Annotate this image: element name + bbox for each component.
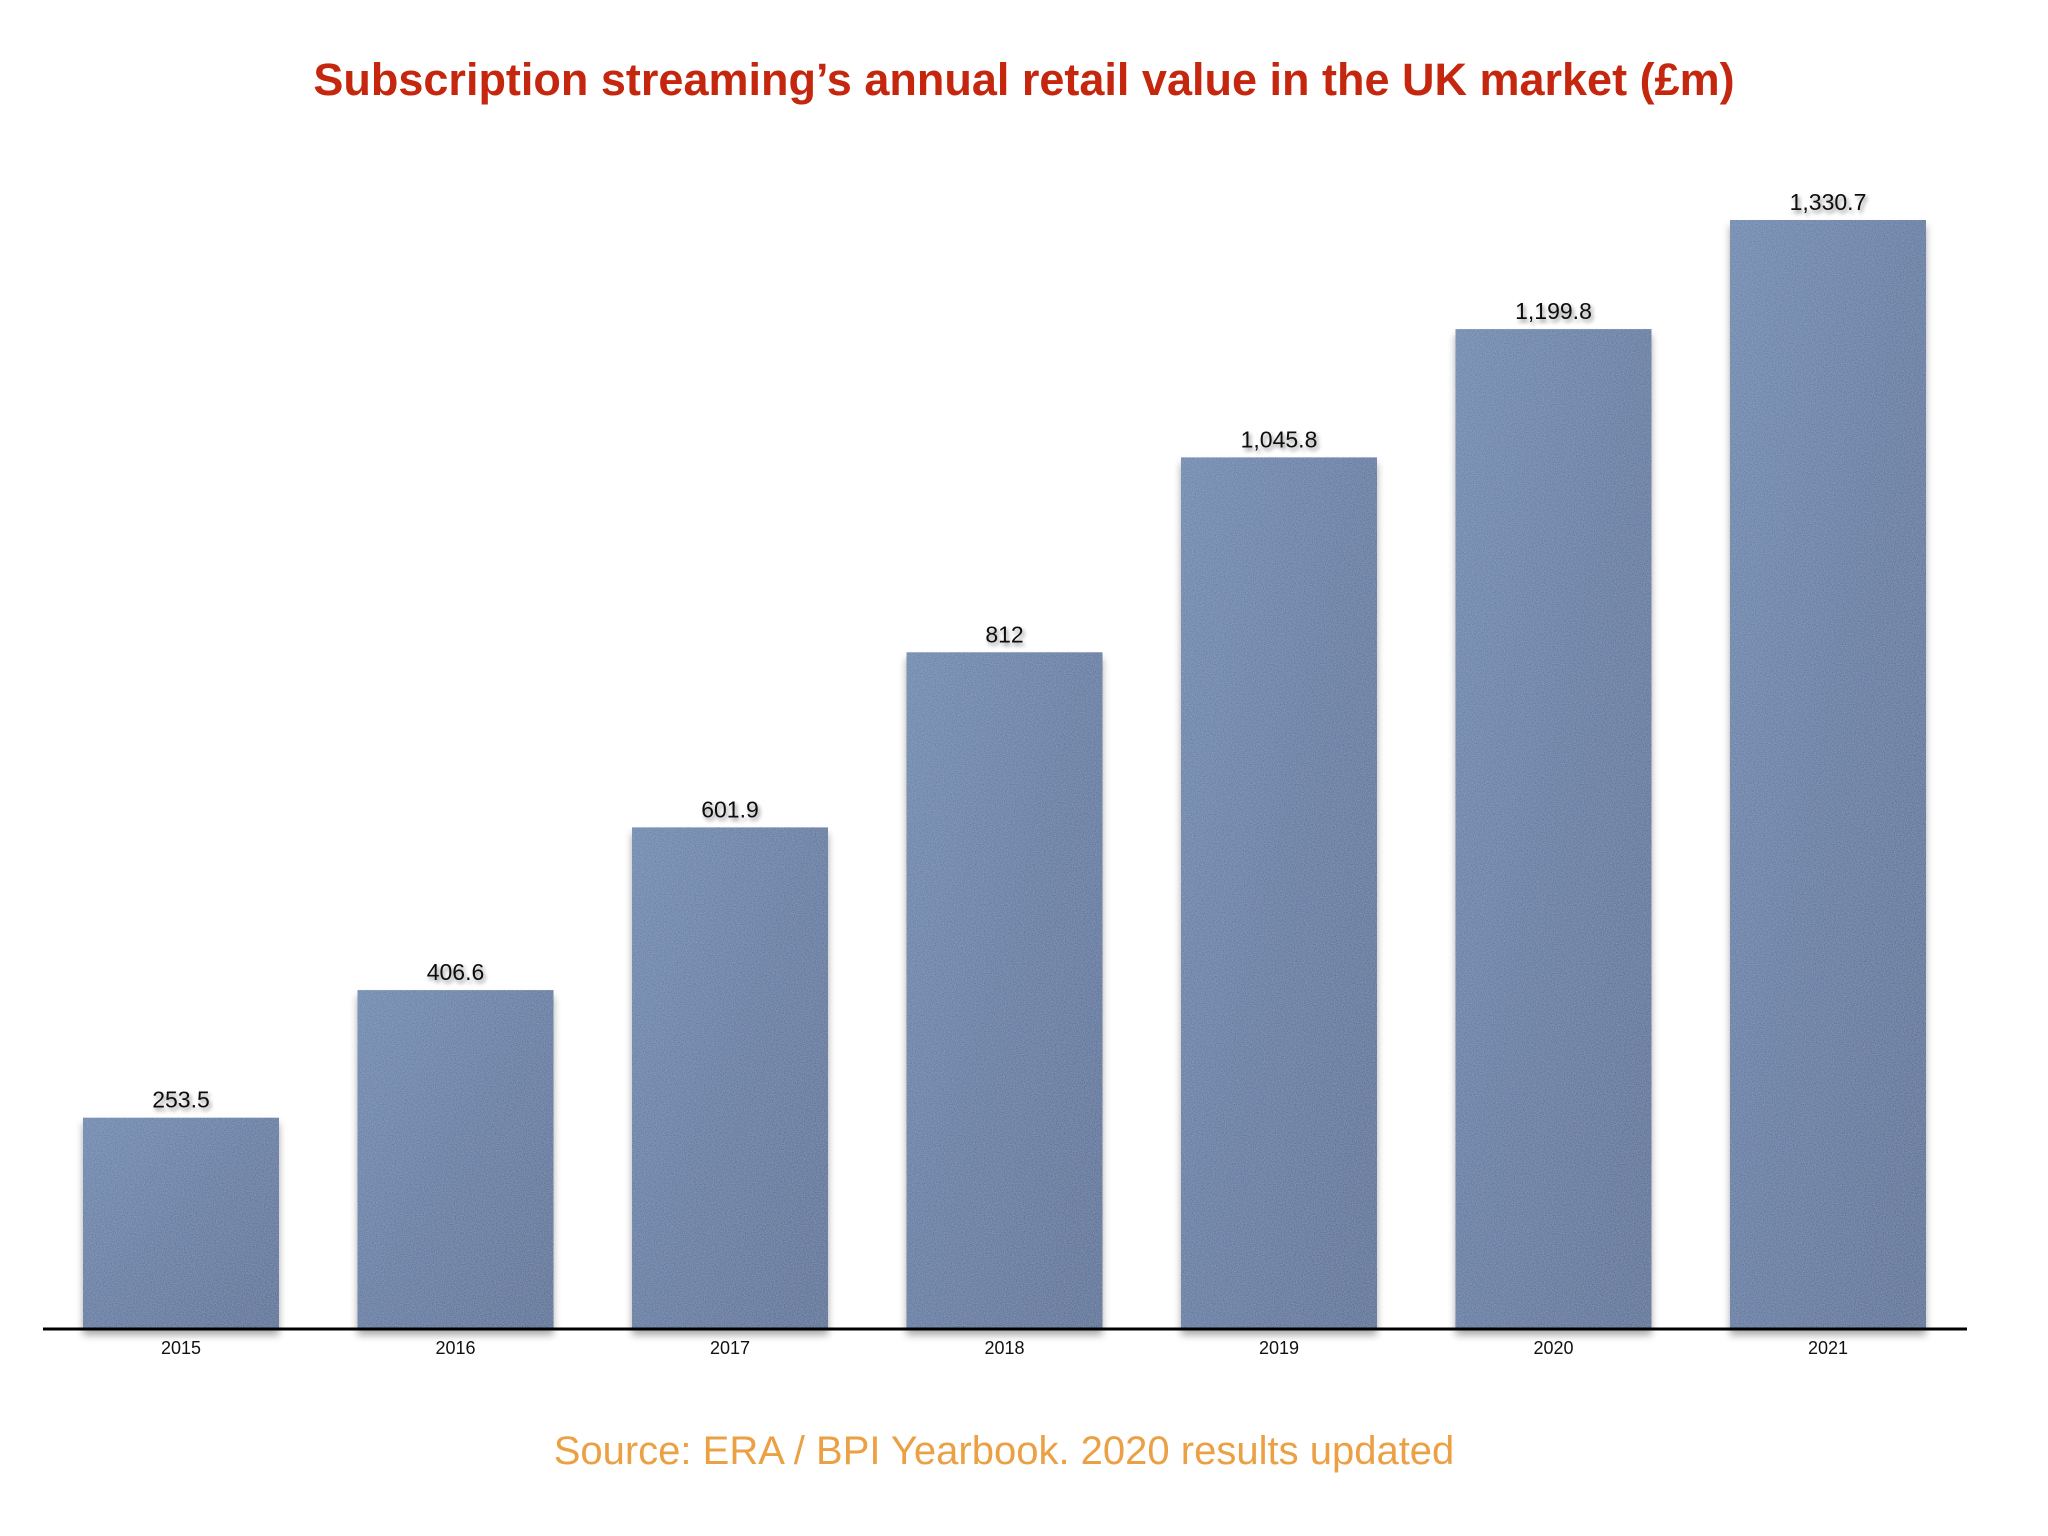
x-tick-label-2019: 2019 bbox=[1259, 1338, 1299, 1358]
bar-group-2019 bbox=[1181, 457, 1377, 1329]
bar-2016 bbox=[357, 990, 554, 1329]
bar-2021 bbox=[1730, 220, 1926, 1329]
value-labels-layer: 253.5 406.6 601.9 812 1,045.8 1,199.8 1,330.7 bbox=[152, 189, 1866, 1113]
bars-layer bbox=[83, 220, 1926, 1330]
x-tick-label-2015: 2015 bbox=[161, 1338, 201, 1358]
bar-2015 bbox=[83, 1117, 279, 1329]
x-tick-label-2016: 2016 bbox=[435, 1338, 475, 1358]
value-label-2019: 1,045.8 bbox=[1241, 426, 1318, 452]
value-label-2017: 601.9 bbox=[701, 796, 759, 822]
bar-group-2017 bbox=[632, 827, 828, 1329]
source-note: Source: ERA / BPI Yearbook. 2020 results… bbox=[554, 1429, 1455, 1473]
x-tick-labels: 2015 2016 2017 2018 2019 2020 2021 bbox=[161, 1338, 1848, 1358]
bar-group-2021 bbox=[1730, 220, 1926, 1329]
value-label-2020: 1,199.8 bbox=[1515, 298, 1592, 324]
x-tick-label-2020: 2020 bbox=[1533, 1338, 1573, 1358]
bar-group-2016 bbox=[357, 990, 554, 1329]
chart-title: Subscription streaming’s annual retail v… bbox=[313, 54, 1734, 105]
bar-2018 bbox=[906, 652, 1103, 1329]
bar-2020 bbox=[1455, 329, 1652, 1330]
bar-group-2015 bbox=[83, 1117, 279, 1329]
x-tick-label-2018: 2018 bbox=[984, 1338, 1024, 1358]
bar-group-2018 bbox=[906, 652, 1103, 1329]
bar-group-2020 bbox=[1455, 329, 1652, 1330]
bar-2019 bbox=[1181, 457, 1377, 1329]
value-label-2016: 406.6 bbox=[427, 959, 485, 985]
value-label-2018: 812 bbox=[985, 621, 1023, 647]
value-label-2015: 253.5 bbox=[152, 1087, 210, 1113]
bar-2017 bbox=[632, 827, 828, 1329]
x-tick-label-2017: 2017 bbox=[710, 1338, 750, 1358]
x-tick-label-2021: 2021 bbox=[1808, 1338, 1848, 1358]
value-label-2021: 1,330.7 bbox=[1790, 189, 1867, 215]
